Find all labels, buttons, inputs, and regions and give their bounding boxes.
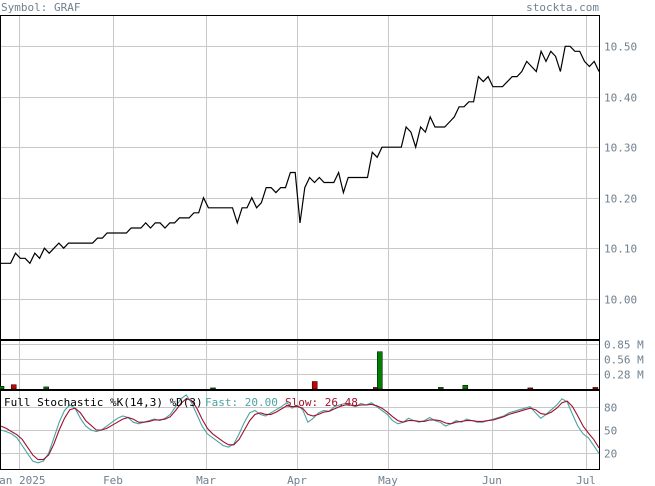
volume-tick-label: 0.85 M: [604, 339, 644, 352]
volume-bar: [438, 387, 444, 390]
price-tick-label: 10.10: [604, 243, 637, 256]
volume-bar: [43, 386, 49, 390]
grid-lines: [1, 16, 599, 469]
price-tick-label: 10.40: [604, 92, 637, 105]
volume-bar: [377, 351, 383, 390]
volume-bar: [311, 381, 318, 390]
price-tick-label: 10.00: [604, 294, 637, 307]
volume-layer: [0, 351, 599, 390]
x-tick-label: Jan 2025: [0, 474, 45, 486]
x-tick-label: Jul: [576, 474, 596, 486]
stochastic-fast-label: Fast: 20.00: [205, 396, 278, 409]
price-tick-label: 10.30: [604, 142, 637, 155]
stochastic-tick-label: 80: [604, 402, 617, 415]
volume-tick-label: 0.28 M: [604, 369, 644, 382]
price-tick-label: 10.50: [604, 41, 637, 54]
stochastic-layer: [0, 394, 600, 464]
volume-bar: [592, 387, 599, 390]
symbol-label: Symbol: GRAF: [1, 1, 80, 14]
x-tick-label: Mar: [196, 474, 216, 486]
volume-tick-label: 0.56 M: [604, 354, 644, 367]
price-panel: [0, 15, 600, 340]
volume-bar: [0, 386, 5, 390]
volume-panel: [0, 340, 600, 390]
volume-bar: [10, 384, 17, 390]
price-layer: [1, 45, 600, 265]
volume-bar: [527, 387, 534, 390]
site-label[interactable]: stockta.com: [526, 1, 599, 14]
stochastic-title: Full Stochastic %K(14,3) %D(3): [4, 396, 203, 409]
x-tick-label: Jun: [482, 474, 502, 486]
axis-labels: Jan 2025 Feb Mar Apr May Jun Jul 10.50 10.40 10.3…: [0, 41, 644, 486]
x-tick-label: Apr: [287, 474, 307, 486]
stochastic-tick-label: 20: [604, 448, 617, 461]
x-tick-label: May: [378, 474, 398, 486]
stochastic-slow-line: [0, 398, 600, 461]
stochastic-slow-label: Slow: 26.48: [285, 396, 358, 409]
stochastic-tick-label: 50: [604, 425, 617, 438]
volume-bar: [210, 387, 216, 390]
volume-bar: [462, 385, 469, 390]
price-tick-label: 10.20: [604, 193, 637, 206]
x-tick-label: Feb: [103, 474, 123, 486]
price-line: [1, 45, 600, 265]
